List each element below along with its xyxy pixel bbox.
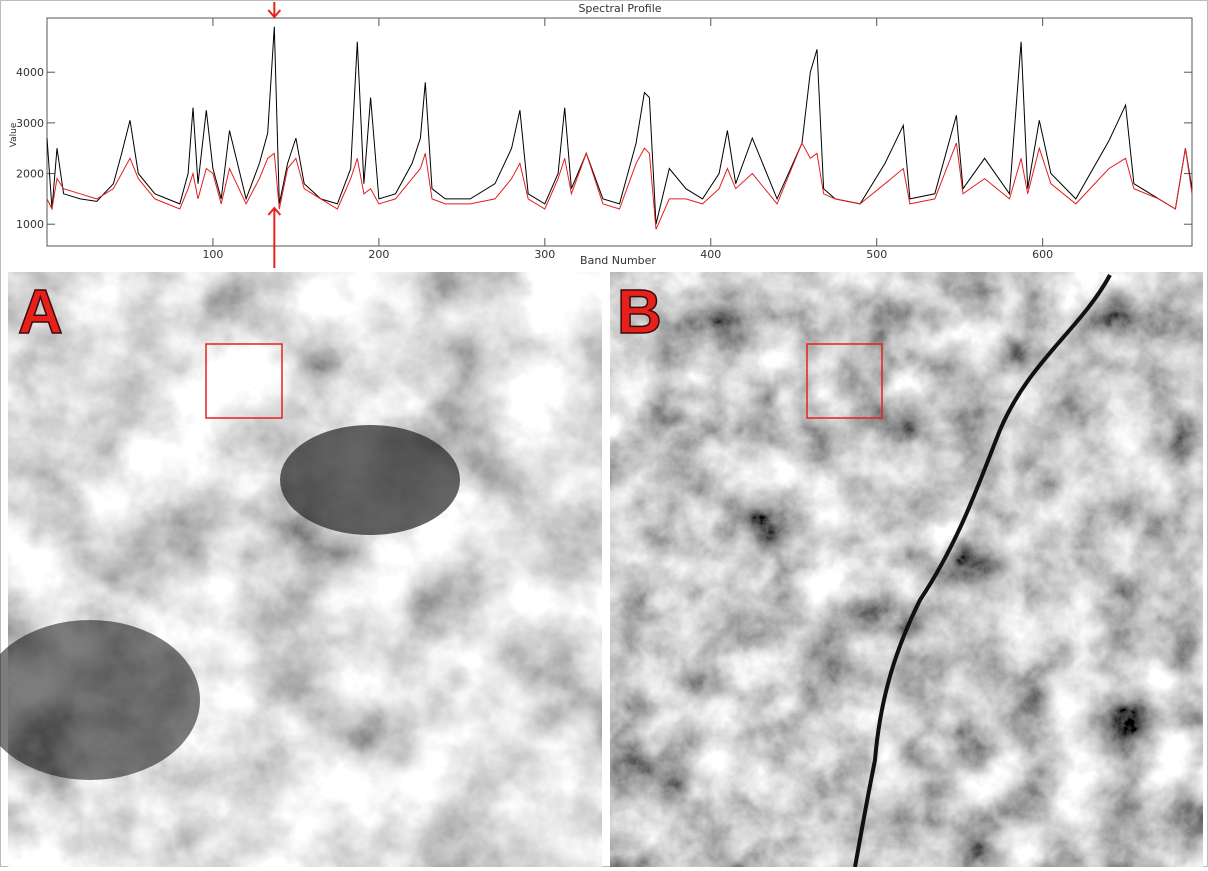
roi-box — [205, 343, 283, 419]
panel-label: B — [617, 278, 662, 347]
x-tick-label: 100 — [202, 248, 223, 261]
y-axis-label: Value — [9, 122, 19, 147]
image-panel-a: A — [0, 272, 602, 867]
x-tick-label: 300 — [534, 248, 555, 261]
arrow-top — [267, 2, 282, 19]
spectrum-line — [46, 141, 1193, 230]
river — [853, 274, 1112, 868]
spectral-chart: Spectral Profile Value Band Number 1000 2… — [9, 2, 1193, 268]
dark-region — [280, 425, 460, 535]
chart-title: Spectral Profile — [578, 2, 661, 15]
x-axis-label: Band Number — [580, 254, 656, 267]
image-b — [610, 272, 1203, 867]
spectrum-line — [46, 26, 1193, 225]
x-tick-label: 500 — [866, 248, 887, 261]
roi-box — [806, 343, 883, 419]
y-tick-label: 1000 — [16, 218, 44, 231]
y-tick-label: 3000 — [16, 117, 44, 130]
arrow-bottom — [267, 206, 282, 268]
y-tick-label: 4000 — [16, 66, 44, 79]
x-tick-label: 600 — [1032, 248, 1053, 261]
y-tick-label: 2000 — [16, 168, 44, 181]
image-panel-b: B — [610, 272, 1203, 868]
x-tick-label: 200 — [368, 248, 389, 261]
dark-region — [0, 620, 200, 780]
panel-label: A — [18, 278, 63, 347]
x-tick-label: 400 — [700, 248, 721, 261]
